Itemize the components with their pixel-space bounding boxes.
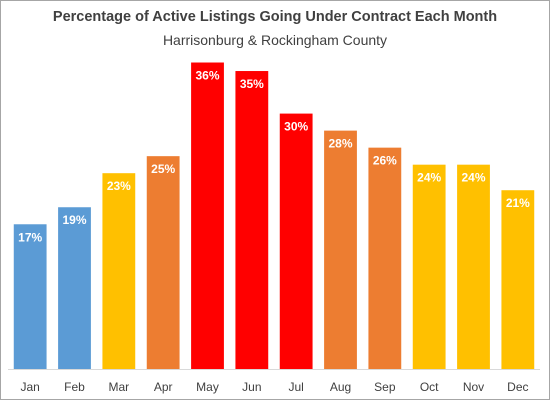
x-tick-label-sep: Sep (374, 380, 396, 394)
x-tick-label-may: May (196, 380, 219, 394)
bar-may (191, 62, 224, 369)
data-label-jul: 30% (284, 120, 308, 134)
x-tick-label-aug: Aug (330, 380, 351, 394)
data-label-mar: 23% (107, 179, 131, 193)
data-label-apr: 25% (151, 162, 175, 176)
bar-oct (412, 164, 446, 369)
chart-title: Percentage of Active Listings Going Unde… (52, 9, 498, 25)
bar-aug (324, 130, 357, 369)
x-tick-label-apr: Apr (154, 380, 173, 394)
data-label-sep: 26% (373, 154, 397, 168)
x-tick-labels: Jan Feb Mar Apr May Jun Jul Aug Sep Oct Nov Dec (20, 380, 528, 394)
data-label-nov: 24% (461, 171, 485, 185)
data-label-may: 36% (195, 69, 219, 83)
bar-jan (13, 224, 47, 369)
x-tick-label-dec: Dec (507, 380, 528, 394)
data-label-jan: 17% (18, 230, 42, 244)
bar-dec (501, 190, 535, 369)
bar-sep (368, 147, 402, 369)
data-label-jun: 35% (240, 77, 264, 91)
bar-mar (102, 173, 136, 369)
x-tick-label-mar: Mar (108, 380, 129, 394)
data-label-dec: 21% (506, 196, 530, 210)
chart-subtitle: Harrisonburg & Rockingham County (162, 32, 388, 48)
x-tick-label-jun: Jun (242, 380, 261, 394)
data-label-feb: 19% (62, 213, 86, 227)
bar-apr (146, 156, 180, 369)
bar-nov (457, 164, 490, 369)
x-tick-label-feb: Feb (64, 380, 85, 394)
x-tick-label-jul: Jul (288, 380, 303, 394)
bars-group: 17% 19% 23% 25% 36% 35% 30% 28% 26% 24% 24% 21% (13, 62, 535, 369)
x-tick-label-jan: Jan (20, 380, 39, 394)
bar-jun (235, 71, 269, 369)
x-tick-label-oct: Oct (420, 380, 439, 394)
x-tick-label-nov: Nov (463, 380, 484, 394)
data-label-aug: 28% (328, 137, 352, 151)
bar-feb (58, 207, 91, 369)
bar-jul (279, 113, 313, 369)
data-label-oct: 24% (417, 171, 441, 185)
